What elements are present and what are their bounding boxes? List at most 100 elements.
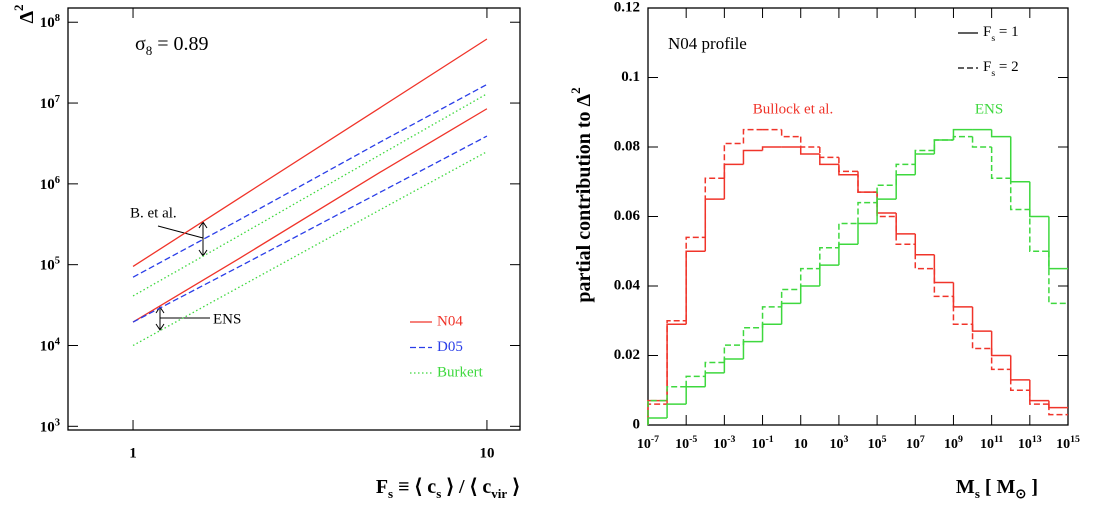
y-tick-label: 106 <box>40 175 60 194</box>
histogram-step <box>838 164 858 176</box>
histogram-step <box>990 129 1011 138</box>
histogram-step <box>990 348 1011 371</box>
tick-exp: 15 <box>1070 434 1080 445</box>
y-axis-title: partial contribution to Δ2 <box>568 87 594 302</box>
histogram-step <box>876 192 897 218</box>
tick-base: 10 <box>40 258 55 274</box>
tick-exp: -5 <box>689 434 697 445</box>
tick-base: 10 <box>40 177 55 193</box>
annotation: N04 profile <box>668 34 747 53</box>
text-part: 2 <box>11 4 26 11</box>
tick-exp: 9 <box>958 434 963 445</box>
histogram-step <box>1029 209 1049 252</box>
histogram-step <box>933 139 954 154</box>
tick-exp: 7 <box>920 434 925 445</box>
x-tick-label: 1013 <box>1018 434 1042 452</box>
text-part: ⟩ <box>507 476 520 498</box>
histogram-step <box>799 136 820 148</box>
histogram-step <box>895 174 916 200</box>
text-part: 2 <box>568 87 583 94</box>
histogram-step <box>876 198 897 224</box>
histogram-step <box>1009 136 1030 183</box>
tick-exp: -1 <box>765 434 773 445</box>
histogram-step <box>1048 251 1068 305</box>
tick-base: 10 <box>713 437 727 452</box>
text-part: ⟩ / ⟨ c <box>441 476 491 498</box>
histogram-step <box>1048 216 1068 270</box>
histogram-step <box>819 153 839 166</box>
x-tick-label: 105 <box>868 434 887 452</box>
tick-base: 10 <box>40 16 55 32</box>
legend-label: Fs = 2 <box>983 59 1019 78</box>
histogram-step <box>1009 369 1030 391</box>
histogram-step <box>761 146 782 151</box>
x-tick-label: 10-1 <box>751 434 773 452</box>
histogram-step <box>799 267 820 290</box>
tick-exp: 4 <box>55 336 61 347</box>
tick-exp: 3 <box>55 417 60 428</box>
histogram-step <box>799 285 820 304</box>
series-line <box>132 151 488 347</box>
histogram-step <box>914 149 935 165</box>
x-tick-label: 10-7 <box>637 434 659 452</box>
text-part: s <box>991 33 995 44</box>
histogram-step <box>723 163 744 200</box>
histogram-step <box>933 254 954 284</box>
histogram-step <box>666 320 687 405</box>
histogram-step <box>647 417 668 425</box>
y-tick-label: 107 <box>40 94 60 113</box>
x-tick-label: 10 <box>479 445 494 461</box>
text-part: Δ <box>16 11 38 24</box>
tick-base: 10 <box>40 96 55 112</box>
histogram-step <box>876 192 897 214</box>
histogram-step <box>799 147 820 155</box>
histogram-step <box>723 358 744 373</box>
series-label: Bullock et al. <box>753 101 833 117</box>
histogram-step <box>914 153 935 175</box>
tick-base: 10 <box>40 339 55 355</box>
histogram-step <box>838 243 858 266</box>
text-part: s <box>975 486 980 501</box>
histogram-step <box>666 323 687 401</box>
x-axis-title: Ms [ M⊙ ] <box>956 476 1038 502</box>
series-line <box>132 83 488 278</box>
x-tick-label: 107 <box>906 434 925 452</box>
x-tick-label: 103 <box>829 434 848 452</box>
text-part: s <box>991 68 995 79</box>
tick-base: 10 <box>906 437 920 452</box>
histogram-step <box>971 136 992 148</box>
pointer <box>157 225 204 239</box>
histogram-step <box>857 201 878 224</box>
series-line <box>132 108 488 323</box>
text-part: F <box>983 59 991 75</box>
histogram-step <box>666 403 687 419</box>
histogram-step <box>971 306 992 332</box>
histogram-step <box>742 149 763 165</box>
histogram-step <box>761 323 782 342</box>
histogram-step <box>990 147 1011 180</box>
tick-exp: 6 <box>55 175 60 186</box>
y-tick-label: 0 <box>633 416 641 432</box>
text-part: ⊙ <box>1015 486 1026 501</box>
histogram-step <box>647 399 668 425</box>
text-part: ] <box>1026 476 1038 498</box>
text-part: F <box>376 476 388 498</box>
histogram-step <box>895 213 916 235</box>
tick-exp: 8 <box>55 13 60 24</box>
text-part: 8 <box>146 43 153 58</box>
group-label: ENS <box>213 311 241 327</box>
series-line <box>132 135 488 323</box>
histogram-step <box>742 128 763 144</box>
text-part: σ <box>135 33 146 55</box>
x-tick-label: 10-3 <box>713 434 735 452</box>
histogram-step <box>780 288 801 307</box>
x-tick-label: 1011 <box>980 434 1003 452</box>
tick-exp: 3 <box>843 434 848 445</box>
annotation: σ8 = 0.89 <box>135 33 209 59</box>
x-tick-label: 109 <box>944 434 963 452</box>
histogram-step <box>933 139 954 151</box>
tick-base: 10 <box>1018 437 1032 452</box>
text-part: vir <box>491 486 507 501</box>
histogram-step <box>990 331 1011 357</box>
legend-label: D05 <box>437 339 463 355</box>
